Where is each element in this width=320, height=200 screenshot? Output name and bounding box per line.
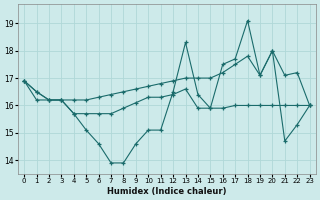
X-axis label: Humidex (Indice chaleur): Humidex (Indice chaleur) [107, 187, 227, 196]
